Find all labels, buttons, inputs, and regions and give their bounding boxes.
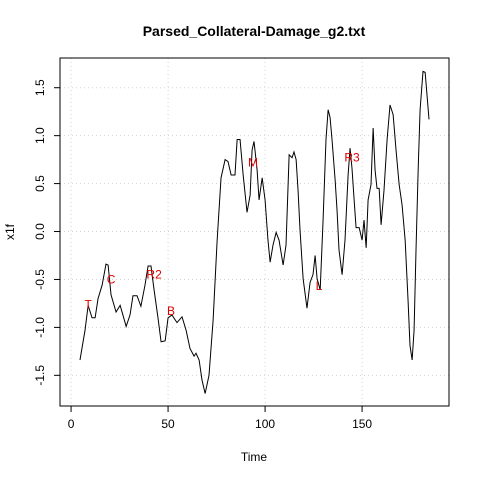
plot-frame [59, 57, 450, 407]
y-tick-label: -1.5 [33, 365, 47, 386]
y-tick-label: 1.0 [33, 127, 47, 144]
x-tick-label: 0 [68, 417, 75, 431]
x-tick-label: 150 [352, 417, 372, 431]
x-axis-label: Time [241, 450, 268, 464]
annotation: L [316, 279, 323, 293]
annotation: T [84, 297, 92, 311]
y-tick-label: 0.0 [33, 223, 47, 240]
y-tick-label: -0.5 [33, 269, 47, 290]
y-tick-label: 0.5 [33, 175, 47, 192]
annotation: B [167, 304, 175, 318]
y-axis-label: x1f [3, 223, 17, 240]
chart-title: Parsed_Collateral-Damage_g2.txt [143, 23, 366, 39]
y-tick-label: 1.5 [33, 79, 47, 96]
annotation: M [248, 155, 258, 169]
y-tick-label: -1.0 [33, 317, 47, 338]
annotation: C [107, 272, 116, 286]
x-tick-label: 100 [255, 417, 275, 431]
line [79, 70, 430, 394]
x-tick-label: 50 [161, 417, 175, 431]
annotation: R2 [146, 268, 162, 282]
annotation: R3 [344, 151, 360, 165]
